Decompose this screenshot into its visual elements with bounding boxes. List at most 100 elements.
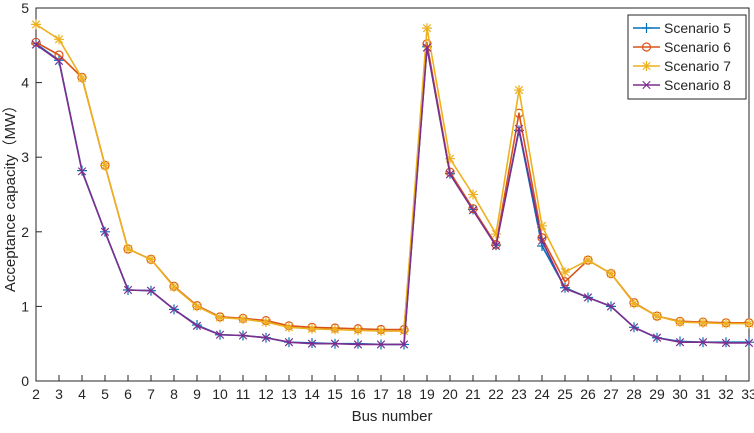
data-point: [123, 243, 133, 254]
data-point: [698, 317, 708, 328]
data-point: [100, 160, 110, 171]
data-point: [698, 338, 708, 347]
x-tick-label: 18: [396, 386, 412, 402]
data-point: [31, 40, 41, 49]
x-tick-label: 5: [101, 386, 109, 402]
data-point: [675, 317, 685, 328]
legend-entry: Scenario 8: [633, 77, 731, 93]
data-point: [744, 338, 754, 348]
data-point: [652, 311, 662, 322]
legend-marker: [641, 61, 652, 71]
data-point: [307, 323, 317, 334]
y-tick-label: 2: [21, 224, 29, 240]
data-point: [491, 229, 501, 240]
data-point: [514, 85, 524, 96]
legend-label: Scenario 6: [664, 39, 731, 55]
x-tick-label: 27: [603, 386, 619, 402]
data-point: [31, 37, 41, 47]
data-point: [238, 314, 248, 325]
data-point: [560, 284, 570, 293]
data-point: [445, 153, 455, 164]
data-point: [353, 325, 363, 336]
data-point: [192, 321, 202, 330]
data-point: [583, 293, 593, 302]
data-point: [330, 324, 340, 335]
data-point: [744, 318, 754, 329]
x-tick-label: 13: [281, 386, 297, 402]
data-point: [215, 330, 225, 339]
y-tick-label: 3: [21, 149, 29, 165]
data-point: [537, 236, 547, 245]
x-tick-label: 14: [304, 386, 320, 402]
data-point: [445, 170, 455, 179]
data-point: [54, 50, 64, 60]
x-tick-label: 9: [193, 386, 201, 402]
data-point: [721, 338, 731, 348]
x-tick-label: 28: [626, 386, 642, 402]
data-point: [169, 282, 179, 293]
x-tick-label: 6: [124, 386, 132, 402]
x-tick-label: 32: [718, 386, 734, 402]
series-4: [31, 40, 754, 349]
data-point: [169, 305, 179, 314]
data-point: [330, 339, 340, 348]
x-tick-label: 15: [327, 386, 343, 402]
x-tick-label: 7: [147, 386, 155, 402]
data-point: [675, 338, 685, 347]
data-point: [100, 227, 110, 236]
data-point: [307, 339, 317, 348]
data-point: [583, 255, 593, 266]
data-point: [468, 204, 478, 214]
legend-marker: [641, 23, 652, 33]
x-tick-label: 17: [373, 386, 389, 402]
legend-label: Scenario 7: [664, 58, 731, 74]
legend-entry: Scenario 6: [633, 39, 731, 55]
x-axis-label: Bus number: [352, 408, 433, 425]
x-tick-label: 16: [350, 386, 366, 402]
data-point: [629, 323, 639, 332]
data-point: [399, 326, 409, 337]
x-tick-label: 30: [672, 386, 688, 402]
data-point: [560, 267, 570, 278]
data-point: [77, 167, 87, 176]
data-point: [192, 301, 202, 312]
x-tick-label: 25: [557, 386, 573, 402]
series-3: [31, 19, 754, 337]
x-tick-label: 4: [78, 386, 86, 402]
x-tick-label: 31: [695, 386, 711, 402]
data-point: [514, 124, 524, 134]
data-point: [376, 340, 386, 349]
x-tick-label: 12: [258, 386, 274, 402]
x-tick-label: 8: [170, 386, 178, 402]
data-point: [491, 239, 501, 250]
data-point: [652, 333, 662, 342]
data-point: [77, 73, 87, 84]
data-point: [31, 19, 41, 30]
data-point: [123, 285, 133, 295]
y-tick-label: 5: [21, 0, 29, 16]
data-point: [468, 205, 478, 215]
x-tick-label: 24: [534, 386, 550, 402]
series-line: [35, 23, 749, 332]
legend-entry: Scenario 7: [633, 58, 731, 74]
data-point: [606, 302, 616, 311]
legend-entry: Scenario 5: [633, 20, 731, 36]
y-axis-label: Acceptance capacity（MW）: [2, 98, 19, 292]
x-tick-label: 11: [236, 386, 251, 402]
data-point: [146, 286, 156, 295]
x-tick-label: 10: [212, 386, 228, 402]
data-point: [629, 298, 639, 309]
x-tick-label: 21: [465, 386, 481, 402]
data-point: [54, 34, 64, 45]
data-point: [284, 322, 294, 333]
data-point: [468, 189, 478, 200]
legend: Scenario 5 Scenario 6 Scenario 7 Scenario 8: [627, 14, 747, 100]
x-tick-label: 20: [442, 386, 458, 402]
data-point: [422, 23, 432, 34]
x-tick-label: 33: [741, 386, 754, 402]
x-tick-label: 23: [511, 386, 527, 402]
data-point: [54, 56, 64, 66]
data-point: [537, 220, 547, 231]
